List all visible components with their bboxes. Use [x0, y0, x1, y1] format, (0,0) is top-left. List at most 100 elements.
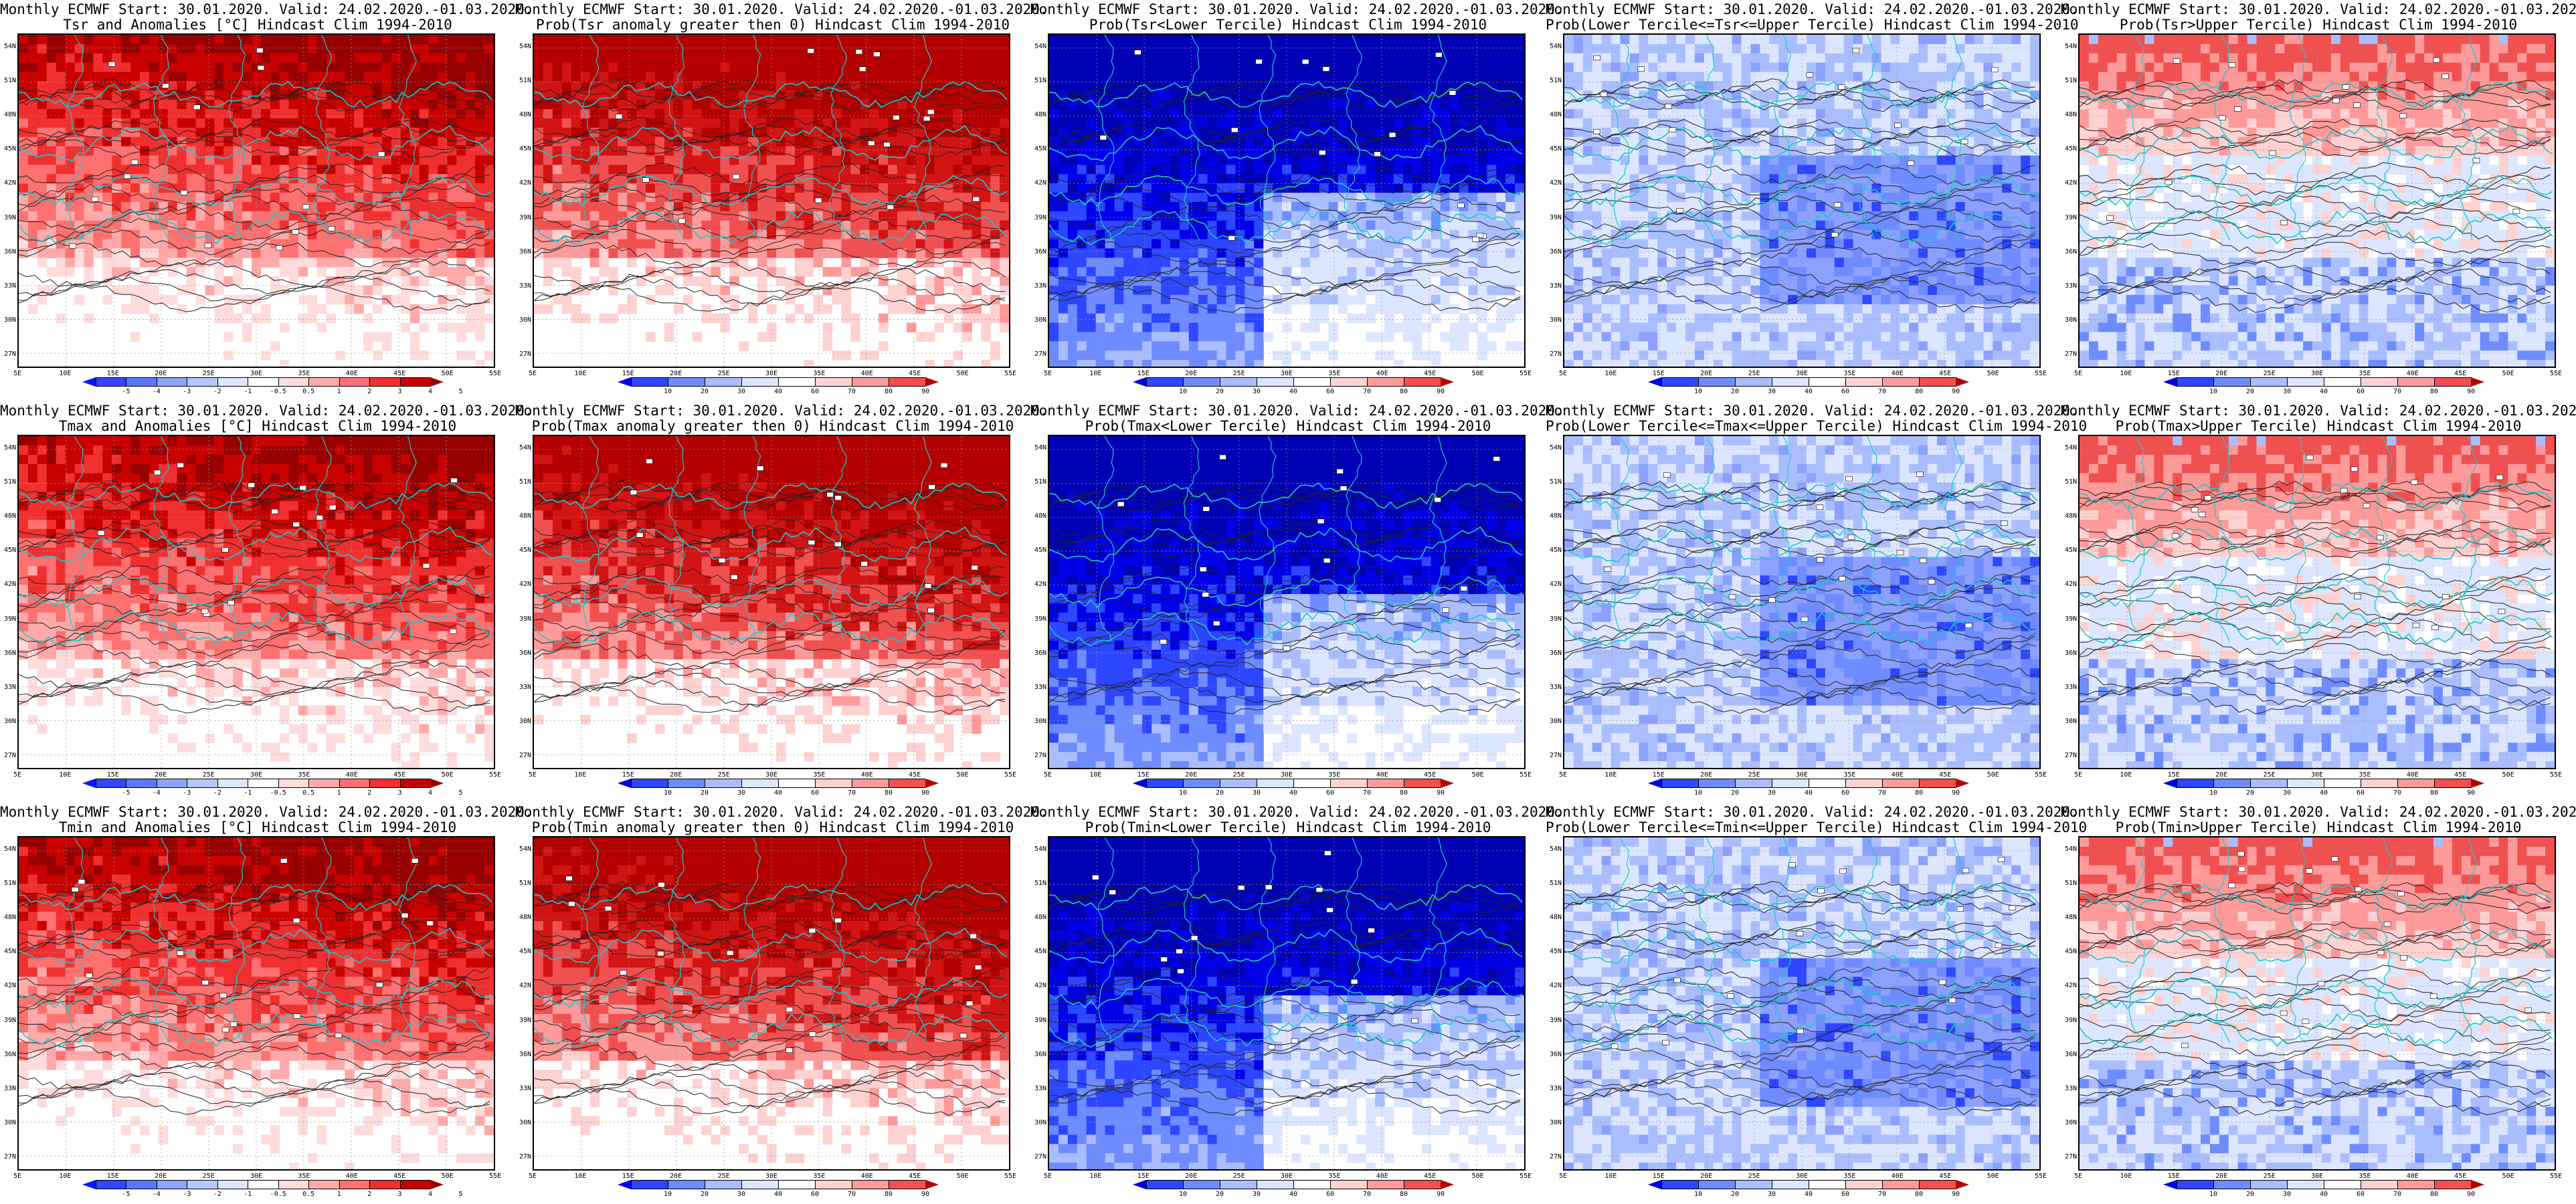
field-cell: [279, 146, 290, 157]
field-cell: [400, 100, 411, 110]
field-cell: [1254, 258, 1264, 268]
field-cell: [1394, 136, 1404, 147]
longitude-tick-label: 55E: [2031, 370, 2051, 378]
field-cell: [1487, 258, 1497, 268]
field-cell: [869, 146, 879, 157]
field-cell: [438, 155, 448, 166]
field-cell: [1235, 350, 1245, 361]
field-cell: [381, 174, 392, 184]
field-cell: [664, 155, 674, 166]
field-cell: [112, 258, 122, 268]
field-cell: [298, 211, 308, 221]
field-cell: [288, 183, 299, 193]
field-cell: [953, 193, 963, 203]
field-cell: [1394, 35, 1404, 45]
field-cell: [1496, 313, 1506, 324]
field-cell: [1309, 258, 1320, 268]
field-cell: [288, 276, 299, 286]
field-cell: [571, 118, 581, 128]
field-cell: [1245, 322, 1255, 333]
field-cell: [27, 136, 38, 147]
colorbar-arrow-left: [1133, 377, 1146, 387]
field-cell: [121, 127, 131, 138]
field-cell: [1263, 35, 1273, 45]
field-cell: [981, 220, 991, 231]
contour-label-box: [91, 196, 99, 202]
field-cell: [1309, 294, 1320, 305]
field-cell: [112, 220, 122, 231]
field-cell: [571, 146, 581, 157]
field-cell: [1319, 43, 1329, 54]
field-cell: [46, 53, 57, 64]
field-cell: [1496, 239, 1506, 249]
field-cell: [962, 322, 972, 333]
field-cell: [673, 239, 684, 249]
field-cell: [214, 220, 224, 231]
field-cell: [84, 109, 94, 119]
field-cell: [1179, 155, 1190, 166]
field-cell: [1077, 165, 1087, 175]
field-cell: [1254, 90, 1264, 100]
field-cell: [1179, 53, 1190, 64]
field-cell: [1198, 285, 1208, 296]
field-cell: [654, 229, 665, 240]
field-cell: [561, 146, 572, 157]
field-cell: [456, 267, 466, 277]
field-cell: [1309, 193, 1320, 203]
field-cell: [1412, 62, 1422, 73]
field-cell: [56, 248, 66, 258]
field-cell: [121, 43, 131, 54]
field-cell: [608, 248, 618, 258]
field-cell: [729, 304, 739, 314]
field-cell: [1366, 220, 1376, 231]
field-cell: [1468, 183, 1478, 193]
field-cell: [1226, 239, 1236, 249]
field-cell: [664, 43, 674, 54]
field-cell: [1263, 165, 1273, 175]
field-cell: [484, 211, 494, 221]
field-cell: [242, 174, 252, 184]
field-cell: [1188, 174, 1199, 184]
field-cell: [121, 155, 131, 166]
field-cell: [1328, 276, 1339, 286]
field-cell: [972, 136, 982, 147]
field-cell: [981, 43, 991, 54]
field-cell: [252, 211, 262, 221]
field-cell: [316, 201, 327, 212]
field-cell: [552, 118, 563, 128]
field-cell: [242, 72, 252, 82]
field-cell: [1449, 146, 1460, 157]
field-cell: [223, 239, 234, 249]
field-cell: [915, 118, 926, 128]
field-cell: [906, 43, 917, 54]
field-cell: [1123, 313, 1133, 324]
field-cell: [1198, 100, 1208, 110]
field-cell: [1384, 332, 1394, 342]
terrain-contour: [1049, 130, 1521, 151]
field-cell: [664, 285, 674, 296]
field-cell: [1477, 193, 1487, 203]
field-cell: [832, 294, 842, 305]
field-cell: [897, 81, 907, 91]
country-border: [153, 35, 171, 241]
field-cell: [1449, 72, 1460, 82]
field-cell: [1245, 285, 1255, 296]
field-cell: [934, 100, 945, 110]
field-cell: [832, 109, 842, 119]
latitude-tick-label: 45N: [515, 145, 531, 153]
field-cell: [879, 43, 889, 54]
field-cell: [1142, 100, 1152, 110]
field-cell: [93, 109, 103, 119]
field-cell: [1347, 146, 1358, 157]
field-cell: [456, 229, 466, 240]
field-cell: [1170, 136, 1180, 147]
field-cell: [456, 72, 466, 82]
field-cell: [739, 174, 749, 184]
field-cell: [1412, 174, 1422, 184]
field-cell: [1403, 304, 1413, 314]
field-cell: [813, 35, 824, 45]
field-cell: [934, 248, 945, 258]
field-cell: [1375, 127, 1385, 138]
field-cell: [1328, 43, 1339, 54]
field-cell: [102, 136, 112, 147]
